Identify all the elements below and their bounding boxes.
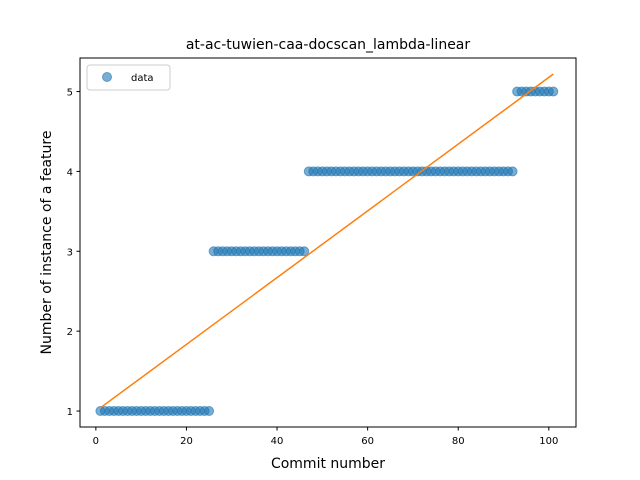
x-tick-label: 60 xyxy=(361,436,374,447)
y-tick-label: 2 xyxy=(67,327,73,338)
fit-line xyxy=(99,73,554,409)
x-tick-label: 80 xyxy=(452,436,465,447)
ticks: 0 20 40 60 80 100 1 2 3 4 5 xyxy=(67,88,559,447)
axes-frame xyxy=(79,57,577,428)
legend-marker xyxy=(102,72,112,82)
x-tick-label: 40 xyxy=(271,436,284,447)
plot-area xyxy=(95,73,559,417)
y-tick-label: 5 xyxy=(67,88,73,99)
x-tick-label: 20 xyxy=(180,436,193,447)
data-point xyxy=(299,246,310,257)
legend-label-data: data xyxy=(131,73,154,84)
legend-box xyxy=(86,64,171,91)
y-tick-label: 4 xyxy=(67,167,73,178)
x-tick-label: 100 xyxy=(539,436,558,447)
x-axis-label: Commit number xyxy=(271,456,385,472)
y-tick-label: 3 xyxy=(67,247,73,258)
chart-title: at-ac-tuwien-caa-docscan_lambda-linear xyxy=(186,37,471,53)
legend: data xyxy=(86,64,171,91)
data-point xyxy=(507,166,518,177)
x-tick-label: 0 xyxy=(93,436,99,447)
data-point xyxy=(548,86,559,97)
y-tick-label: 1 xyxy=(67,407,73,418)
y-axis-label: Number of instance of a feature xyxy=(39,131,55,355)
data-point xyxy=(204,406,215,417)
